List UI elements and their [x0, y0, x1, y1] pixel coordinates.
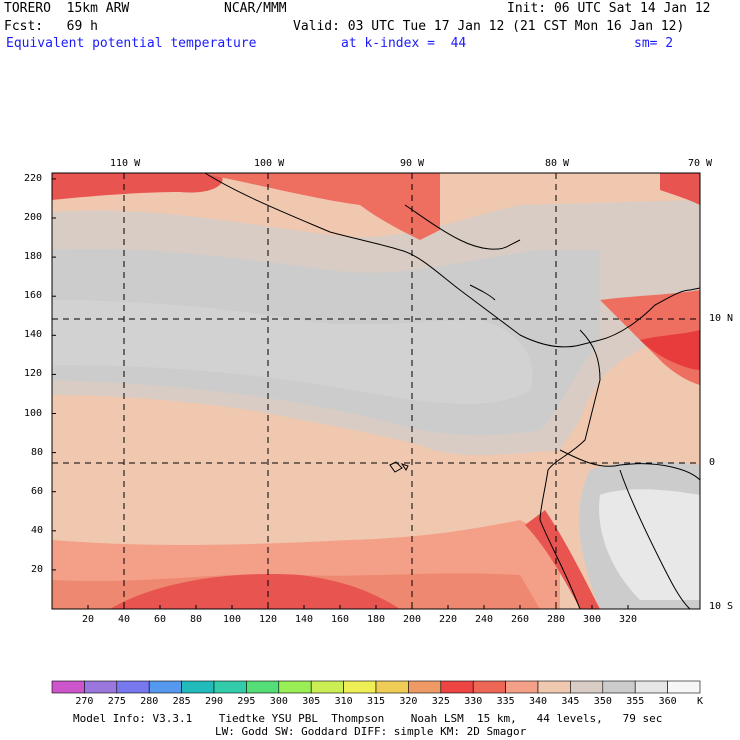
colorbar-swatch — [84, 680, 118, 694]
colorbar-level-label: 280 — [140, 696, 159, 707]
theta-e-field — [52, 173, 700, 609]
colorbar-swatch — [116, 680, 150, 694]
y-grid-label: 100 — [24, 407, 43, 419]
x-grid-label: 20 — [82, 614, 95, 625]
x-grid-label: 180 — [367, 614, 386, 625]
forecast-hour: Fcst: 69 h — [4, 19, 98, 34]
y-grid-label: 140 — [24, 329, 43, 341]
y-grid-label: 20 — [31, 563, 44, 575]
field-name: Equivalent potential temperature — [6, 36, 257, 51]
init-time: Init: 06 UTC Sat 14 Jan 12 — [507, 1, 711, 16]
x-grid-label: 40 — [118, 614, 131, 625]
center-name: NCAR/MMM — [224, 1, 287, 16]
colorbar-level-label: 330 — [464, 696, 483, 707]
y-grid-label: 40 — [31, 524, 44, 536]
x-grid-label: 240 — [475, 614, 494, 625]
colorbar-unit: K — [697, 696, 704, 707]
model-info-line1: Model Info: V3.3.1 Tiedtke YSU PBL Thomp… — [73, 712, 663, 725]
graticule — [52, 173, 700, 609]
model-info-line2: LW: Godd SW: Goddard DIFF: simple KM: 2D… — [215, 725, 527, 738]
y-grid-label: 120 — [24, 368, 43, 380]
colorbar — [51, 680, 701, 694]
colorbar-swatch — [278, 680, 312, 694]
x-grid-label: 100 — [223, 614, 242, 625]
colorbar-swatch — [181, 680, 215, 694]
lon-label-70w: 70 W — [688, 158, 713, 169]
lat-label-10s: 10 S — [709, 601, 734, 612]
y-grid-label: 220 — [24, 172, 43, 184]
colorbar-swatch — [375, 680, 409, 694]
lon-label-90w: 90 W — [400, 158, 425, 169]
colorbar-swatch — [570, 680, 604, 694]
x-grid-label: 260 — [511, 614, 530, 625]
colorbar-swatch — [537, 680, 571, 694]
lat-label-0: 0 — [709, 457, 716, 468]
colorbar-level-label: 300 — [269, 696, 288, 707]
smoothing: sm= 2 — [634, 36, 674, 51]
colorbar-level-label: 345 — [561, 696, 580, 707]
colorbar-swatch — [440, 680, 474, 694]
colorbar-swatch — [246, 680, 280, 694]
lon-label-100w: 100 W — [254, 158, 285, 169]
colorbar-level-label: 270 — [75, 696, 94, 707]
colorbar-level-label: 295 — [237, 696, 256, 707]
colorbar-level-label: 310 — [334, 696, 353, 707]
valid-time: Valid: 03 UTC Tue 17 Jan 12 (21 CST Mon … — [293, 19, 685, 34]
x-grid-label: 200 — [403, 614, 422, 625]
colorbar-level-label: 325 — [431, 696, 450, 707]
x-grid-label: 280 — [547, 614, 566, 625]
y-grid-label: 160 — [24, 290, 43, 302]
x-grid-label: 140 — [295, 614, 314, 625]
colorbar-level-label: 305 — [302, 696, 321, 707]
colorbar-level-label: 315 — [367, 696, 386, 707]
lat-label-10n: 10 N — [709, 313, 734, 324]
x-grid-label: 60 — [154, 614, 167, 625]
y-grid-label: 180 — [24, 251, 43, 263]
colorbar-swatch — [634, 680, 668, 694]
colorbar-level-label: 335 — [496, 696, 515, 707]
lon-label-80w: 80 W — [545, 158, 570, 169]
x-grid-label: 80 — [190, 614, 203, 625]
y-grid-label: 80 — [31, 446, 44, 458]
colorbar-level-label: 340 — [529, 696, 548, 707]
colorbar-swatch — [505, 680, 539, 694]
colorbar-swatch — [51, 680, 85, 694]
y-grid-label: 60 — [31, 485, 44, 497]
colorbar-level-label: 350 — [593, 696, 612, 707]
colorbar-level-label: 285 — [172, 696, 191, 707]
x-grid-label: 160 — [331, 614, 350, 625]
colorbar-swatch — [602, 680, 636, 694]
x-grid-label: 220 — [439, 614, 458, 625]
colorbar-swatch — [213, 680, 247, 694]
colorbar-level-label: 275 — [107, 696, 126, 707]
colorbar-swatch — [667, 680, 701, 694]
colorbar-level-label: 355 — [626, 696, 645, 707]
colorbar-swatch — [148, 680, 182, 694]
x-grid-label: 320 — [619, 614, 638, 625]
colorbar-swatch — [310, 680, 344, 694]
model-name: TORERO 15km ARW — [4, 1, 130, 16]
x-grid-label: 300 — [583, 614, 602, 625]
level-index: at k-index = 44 — [341, 36, 467, 51]
coastlines — [204, 173, 700, 609]
lon-label-110w: 110 W — [110, 158, 141, 169]
colorbar-swatch — [472, 680, 506, 694]
colorbar-swatch — [408, 680, 442, 694]
colorbar-level-label: 360 — [658, 696, 677, 707]
colorbar-level-label: 320 — [399, 696, 418, 707]
grid-ticks — [52, 178, 629, 609]
colorbar-swatch — [343, 680, 377, 694]
x-grid-label: 120 — [259, 614, 278, 625]
colorbar-level-label: 290 — [205, 696, 224, 707]
y-grid-label: 200 — [24, 212, 43, 223]
